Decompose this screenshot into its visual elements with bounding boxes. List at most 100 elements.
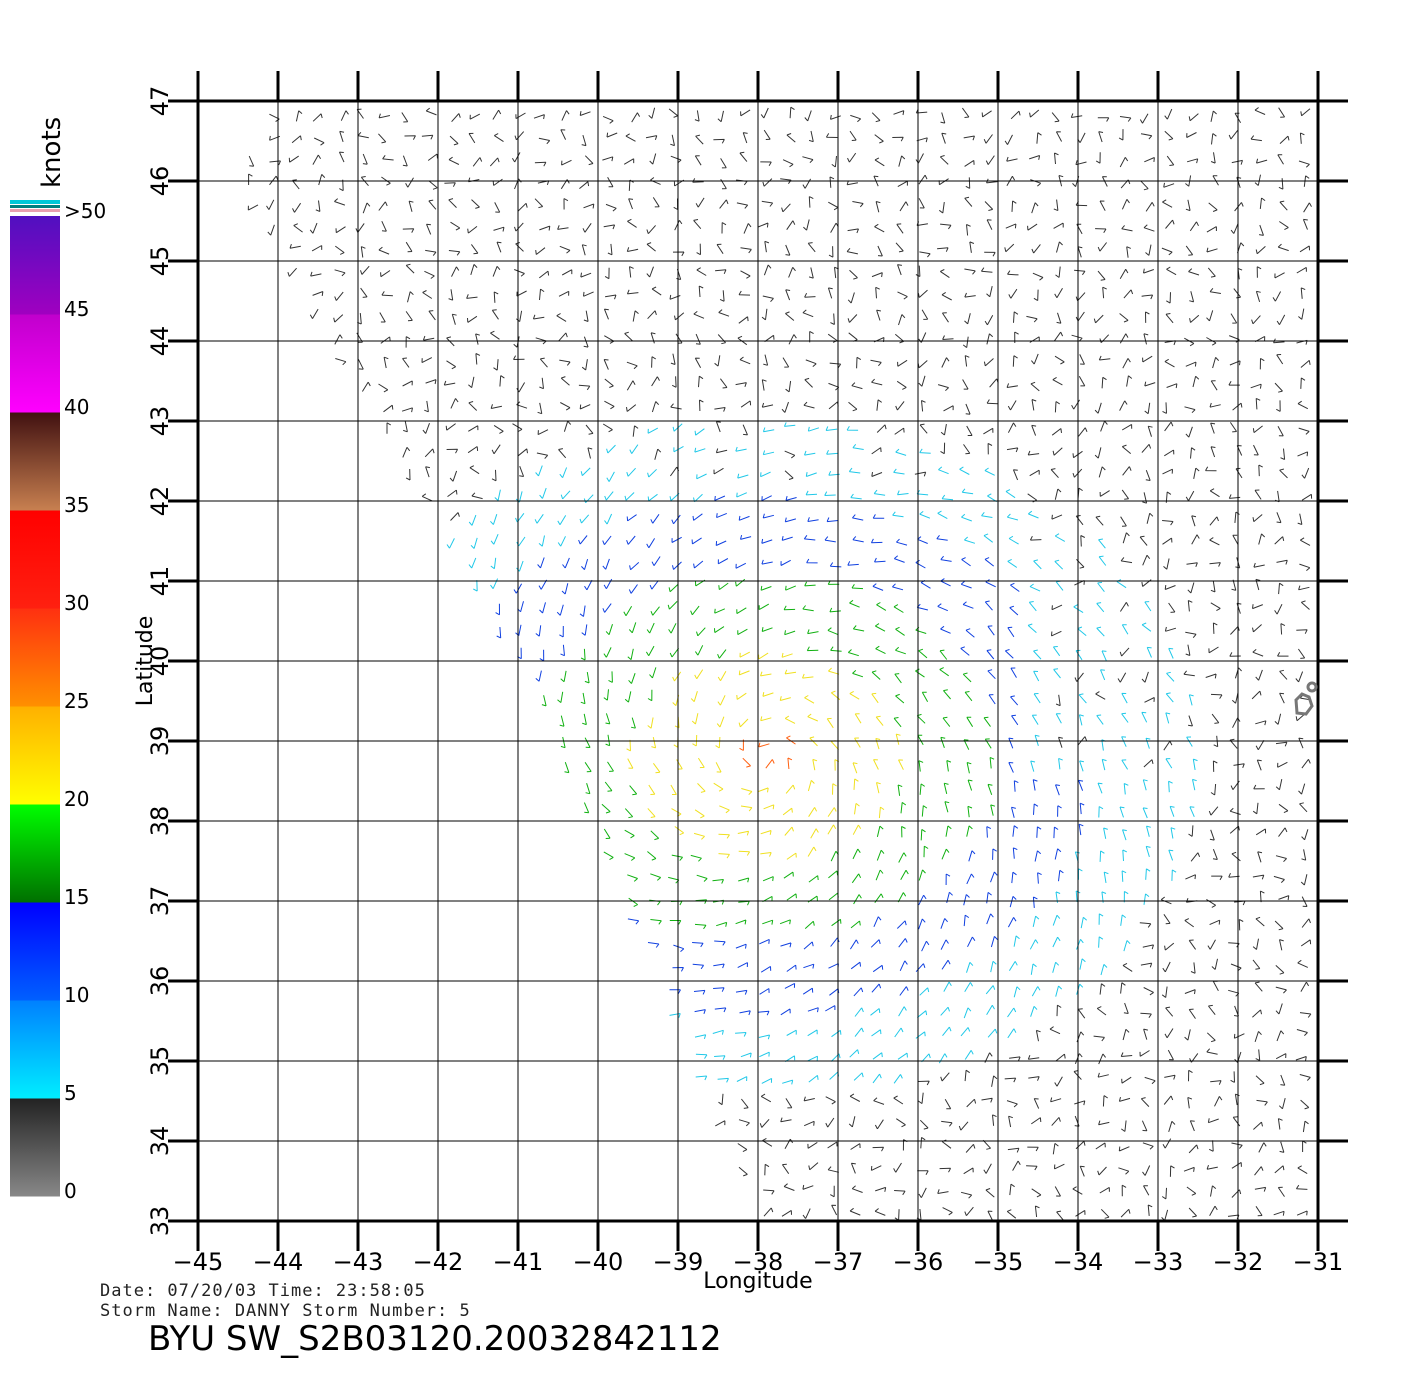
wind-vector bbox=[940, 1006, 950, 1016]
wind-vector bbox=[512, 423, 523, 432]
wind-vector bbox=[760, 161, 772, 167]
wind-vector bbox=[1302, 218, 1308, 230]
wind-vector bbox=[743, 223, 752, 234]
wind-vector bbox=[987, 1028, 998, 1038]
wind-vector bbox=[1030, 760, 1036, 772]
wind-vector bbox=[988, 694, 996, 705]
wind-vector bbox=[536, 452, 549, 459]
wind-vector bbox=[806, 558, 818, 564]
wind-vector bbox=[606, 471, 615, 482]
wind-vector bbox=[784, 470, 794, 480]
wind-vector bbox=[627, 218, 637, 228]
wind-vector bbox=[1279, 135, 1290, 144]
wind-vector bbox=[937, 510, 948, 520]
wind-vector bbox=[1079, 354, 1085, 365]
wind-vector bbox=[965, 177, 971, 189]
wind-vector bbox=[853, 894, 862, 905]
wind-vector bbox=[647, 310, 657, 320]
wind-vector bbox=[897, 291, 908, 300]
wind-vector bbox=[556, 313, 567, 322]
wind-vector bbox=[334, 334, 343, 345]
wind-vector bbox=[1303, 202, 1312, 213]
wind-vector bbox=[1119, 647, 1130, 657]
wind-vector bbox=[1255, 290, 1261, 303]
wind-vector bbox=[1206, 1032, 1216, 1043]
wind-vector bbox=[1051, 112, 1060, 123]
wind-vector bbox=[943, 981, 952, 992]
wind-vector bbox=[1009, 605, 1019, 616]
wind-vector bbox=[892, 511, 904, 518]
wind-vector bbox=[605, 294, 617, 300]
wind-vector bbox=[627, 758, 634, 769]
wind-vector bbox=[984, 600, 993, 611]
wind-vector bbox=[919, 448, 931, 454]
wind-vector bbox=[808, 875, 819, 883]
wind-vector bbox=[651, 401, 660, 413]
wind-vector bbox=[538, 137, 551, 145]
wind-vector bbox=[763, 264, 772, 276]
wind-vector bbox=[1255, 720, 1267, 726]
wind-vector bbox=[625, 133, 636, 142]
wind-vector bbox=[292, 202, 302, 213]
wind-vector bbox=[824, 536, 836, 543]
wind-vector bbox=[764, 1163, 770, 1176]
wind-vector bbox=[1029, 336, 1040, 343]
wind-vector bbox=[1118, 129, 1124, 141]
wind-vector bbox=[1103, 827, 1108, 839]
wind-vector bbox=[1188, 1144, 1199, 1154]
wind-vector bbox=[805, 472, 817, 477]
wind-vector bbox=[1140, 133, 1153, 140]
wind-vector bbox=[986, 649, 995, 660]
wind-vector bbox=[446, 360, 456, 370]
wind-vector bbox=[847, 228, 859, 234]
wind-vector bbox=[646, 242, 656, 252]
wind-vector bbox=[897, 784, 903, 796]
wind-vector bbox=[1168, 849, 1174, 861]
wind-vector bbox=[1233, 1033, 1245, 1039]
wind-vector bbox=[266, 199, 275, 210]
wind-vector bbox=[1277, 425, 1284, 437]
wind-vector bbox=[1122, 532, 1130, 544]
wind-vector bbox=[763, 1207, 774, 1217]
wind-vector bbox=[762, 1137, 773, 1147]
wind-vector bbox=[716, 921, 728, 927]
wind-vector bbox=[714, 407, 726, 412]
wind-vector bbox=[830, 646, 842, 652]
wind-vector bbox=[1273, 1210, 1285, 1216]
wind-vector bbox=[1169, 805, 1175, 817]
wind-vector bbox=[1186, 1186, 1197, 1196]
wind-vector bbox=[985, 1188, 995, 1198]
wind-vector bbox=[760, 852, 772, 857]
wind-vector bbox=[895, 646, 906, 655]
wind-vector bbox=[919, 1119, 929, 1130]
wind-vector bbox=[493, 291, 499, 303]
wind-vector bbox=[1006, 1100, 1018, 1108]
wind-vector bbox=[1251, 690, 1262, 700]
wind-vector bbox=[1142, 554, 1151, 566]
wind-vector bbox=[1119, 806, 1125, 818]
wind-vector bbox=[694, 155, 702, 166]
wind-vector bbox=[405, 311, 413, 322]
wind-vector bbox=[961, 557, 971, 567]
wind-vector bbox=[873, 1097, 885, 1105]
wind-vector bbox=[1160, 896, 1172, 905]
wind-vector bbox=[311, 245, 323, 252]
wind-vector bbox=[718, 1093, 724, 1106]
wind-vector bbox=[581, 134, 587, 147]
wind-vector bbox=[1272, 291, 1282, 302]
wind-vector bbox=[784, 715, 796, 724]
wind-vector bbox=[1143, 268, 1154, 274]
wind-vector bbox=[425, 466, 431, 478]
wind-vector bbox=[964, 355, 970, 367]
wind-vector bbox=[964, 982, 974, 993]
wind-vector bbox=[692, 963, 705, 970]
wind-vector bbox=[1280, 448, 1286, 460]
wind-vector bbox=[1139, 535, 1148, 546]
wind-vector bbox=[918, 648, 928, 659]
wind-vector bbox=[1121, 870, 1127, 882]
wind-vector bbox=[981, 110, 992, 118]
wind-vector bbox=[627, 874, 638, 882]
wind-vector bbox=[1210, 1185, 1217, 1197]
wind-vector bbox=[1010, 582, 1020, 592]
wind-vector bbox=[1300, 377, 1306, 389]
